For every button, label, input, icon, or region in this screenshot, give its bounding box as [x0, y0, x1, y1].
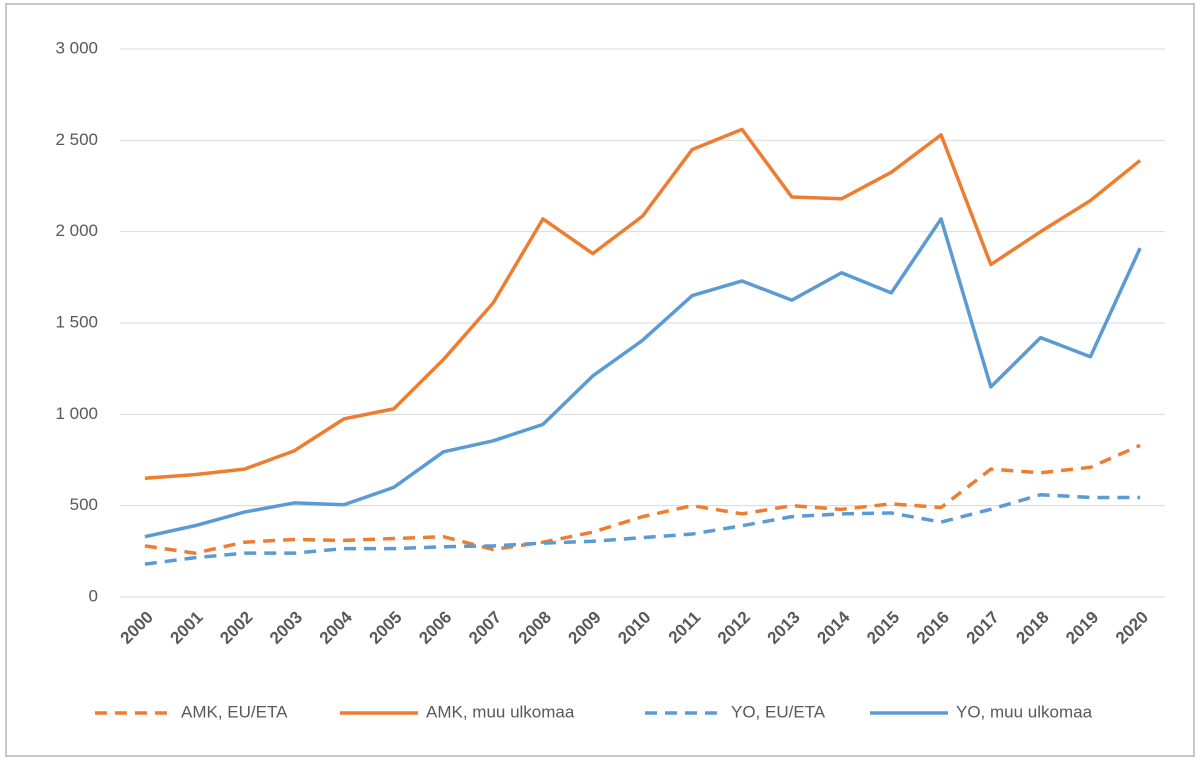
series-line: [144, 443, 1141, 555]
legend-label: YO, EU/ETA: [731, 702, 826, 721]
y-tick-label: 1 000: [55, 404, 98, 423]
y-tick-label: 2 500: [55, 130, 98, 149]
series-line: [144, 492, 1141, 566]
legend-label: AMK, muu ulkomaa: [426, 702, 575, 721]
series-line: [144, 127, 1142, 481]
y-tick-label: 1 500: [55, 312, 98, 331]
series-line: [144, 217, 1142, 539]
y-tick-label: 3 000: [55, 38, 98, 57]
y-tick-label: 500: [70, 495, 98, 514]
legend-label: AMK, EU/ETA: [181, 702, 288, 721]
y-tick-label: 0: [89, 586, 98, 605]
legend-label: YO, muu ulkomaa: [956, 702, 1093, 721]
y-tick-label: 2 000: [55, 221, 98, 240]
